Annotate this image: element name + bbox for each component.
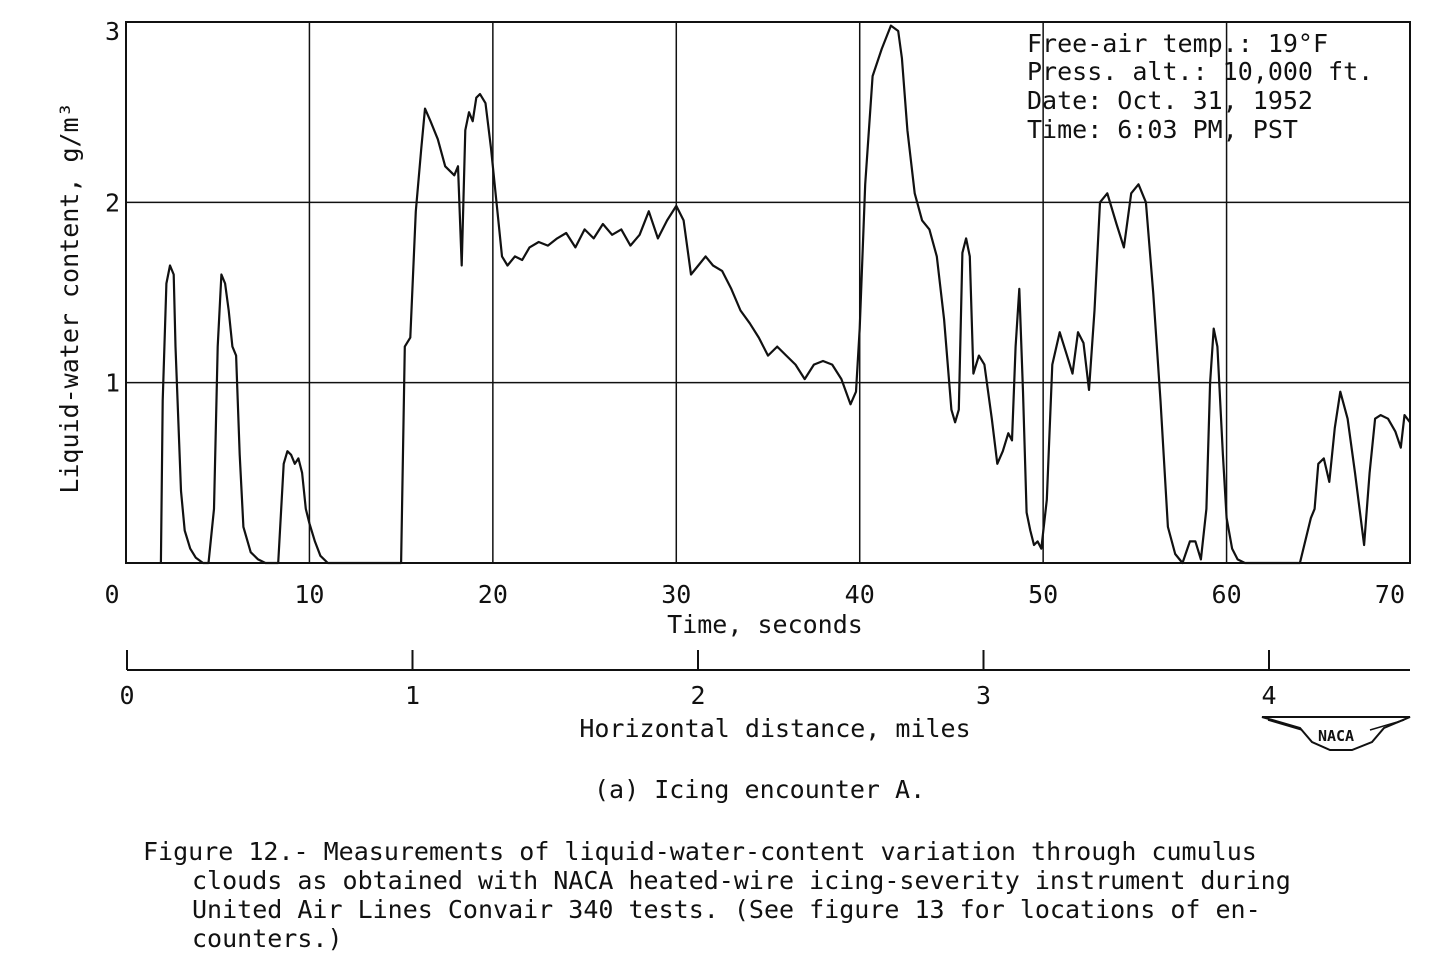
x-tick-label: 10 xyxy=(294,580,324,609)
x-axis-label: Time, seconds xyxy=(667,610,863,639)
figure-caption-line-1: Figure 12.- Measurements of liquid-water… xyxy=(143,837,1257,866)
annotation-line-date: Date: Oct. 31, 1952 xyxy=(1027,86,1313,115)
y-tick-label: 2 xyxy=(105,188,120,217)
distance-tick-label: 1 xyxy=(405,681,420,710)
y-tick-label: 1 xyxy=(105,369,120,398)
distance-tick-label: 0 xyxy=(119,681,134,710)
x-tick-label: 40 xyxy=(845,580,875,609)
subcaption: (a) Icing encounter A. xyxy=(594,775,926,804)
annotation-line-alt: Press. alt.: 10,000 ft. xyxy=(1027,57,1373,86)
series-line xyxy=(159,24,1411,565)
x-tick-label: 70 xyxy=(1375,580,1405,609)
distance-axis: 0 1 2 3 4 Horizontal distance, miles xyxy=(119,650,1410,743)
annotation-line-temp: Free-air temp.: 19°F xyxy=(1027,29,1328,58)
annotation-line-time: Time: 6:03 PM, PST xyxy=(1027,115,1298,144)
distance-axis-label: Horizontal distance, miles xyxy=(579,714,970,743)
x-tick-label: 0 xyxy=(104,580,119,609)
distance-tick-label: 2 xyxy=(690,681,705,710)
figure-caption-line-3: United Air Lines Convair 340 tests. (See… xyxy=(192,895,1261,924)
figure-caption-line-2: clouds as obtained with NACA heated-wire… xyxy=(192,866,1291,895)
x-tick-labels: 0 10 20 30 40 50 60 70 xyxy=(104,580,1405,609)
distance-ticks: 0 1 2 3 4 xyxy=(119,650,1277,710)
y-tick-labels: 1 2 3 xyxy=(105,17,120,398)
x-tick-label: 60 xyxy=(1212,580,1242,609)
x-tick-label: 50 xyxy=(1028,580,1058,609)
x-tick-label: 20 xyxy=(478,580,508,609)
distance-tick-label: 4 xyxy=(1261,681,1276,710)
naca-logo: NACA xyxy=(1261,716,1411,751)
grid xyxy=(126,22,1410,563)
distance-tick-label: 3 xyxy=(976,681,991,710)
annotation-box: Free-air temp.: 19°F Press. alt.: 10,000… xyxy=(1027,29,1373,144)
figure-caption-line-4: counters.) xyxy=(192,924,343,953)
y-tick-label: 3 xyxy=(105,17,120,46)
y-axis-label: Liquid-water content, g/m³ xyxy=(55,102,84,493)
x-tick-label: 30 xyxy=(661,580,691,609)
naca-logo-text: NACA xyxy=(1318,727,1354,745)
plot-frame xyxy=(125,21,1411,564)
